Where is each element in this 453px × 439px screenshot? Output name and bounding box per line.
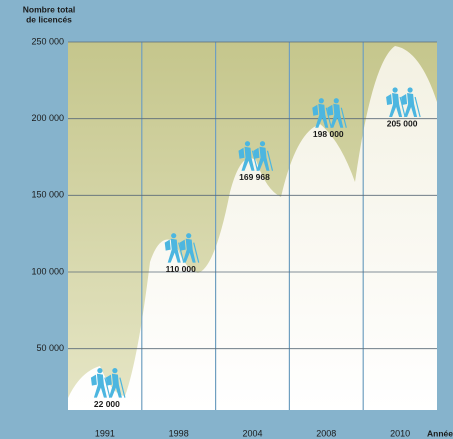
hiker-head bbox=[112, 368, 118, 374]
hiker-body bbox=[108, 373, 122, 398]
hiker-head bbox=[318, 98, 324, 104]
hiker-head bbox=[186, 233, 192, 239]
value-label: 169 968 bbox=[239, 172, 270, 182]
hiker-body bbox=[182, 238, 196, 263]
hiker-pack bbox=[386, 94, 393, 105]
y-tick-label: 100 000 bbox=[31, 266, 64, 276]
x-tick-label: 1998 bbox=[169, 428, 189, 438]
hiker-pack bbox=[327, 104, 334, 116]
hiker-pack bbox=[253, 147, 260, 159]
y-tick-label: 150 000 bbox=[31, 190, 64, 200]
hiker-stick bbox=[178, 242, 185, 263]
y-axis-title: Nombre total bbox=[23, 4, 75, 14]
hiker-stick bbox=[251, 150, 259, 171]
hiker-stick bbox=[340, 107, 347, 128]
hiker-body bbox=[256, 146, 270, 171]
hiker-stick bbox=[266, 150, 274, 171]
value-label: 22 000 bbox=[94, 399, 120, 409]
hiker-body bbox=[389, 93, 403, 117]
value-label: 110 000 bbox=[166, 264, 197, 274]
hiker-body bbox=[404, 93, 418, 117]
hiker-head bbox=[333, 98, 339, 104]
hiker-body bbox=[167, 238, 181, 263]
hiker-body bbox=[330, 103, 344, 128]
value-label: 205 000 bbox=[387, 118, 418, 128]
hiker-head bbox=[259, 141, 266, 147]
hiker-pair bbox=[164, 233, 200, 263]
hiker-pack bbox=[179, 239, 186, 251]
hiker-head bbox=[392, 87, 398, 93]
hiker-pack bbox=[105, 374, 112, 386]
hiker-pack bbox=[90, 374, 97, 386]
mountain bbox=[68, 46, 437, 410]
hiker-stick bbox=[399, 96, 406, 118]
hiker-stick bbox=[325, 107, 332, 128]
x-tick-label: 2004 bbox=[242, 428, 262, 438]
hiker-stick bbox=[119, 377, 126, 398]
x-tick-label: 2008 bbox=[316, 428, 336, 438]
hiker-pack bbox=[312, 104, 319, 116]
x-tick-label: 1991 bbox=[95, 428, 115, 438]
hiker-pack bbox=[164, 239, 171, 251]
hiker-body bbox=[315, 103, 329, 128]
hiker-head bbox=[97, 368, 103, 374]
hiker-stick bbox=[104, 377, 111, 398]
hiker-pair bbox=[312, 98, 347, 128]
hiker-pack bbox=[238, 147, 245, 159]
hiker-head bbox=[244, 141, 251, 147]
hiker-body bbox=[93, 373, 107, 398]
hiker-body bbox=[241, 146, 255, 171]
value-label: 198 000 bbox=[313, 129, 344, 139]
y-tick-label: 50 000 bbox=[36, 343, 64, 353]
y-tick-label: 250 000 bbox=[31, 36, 64, 46]
hiker-head bbox=[407, 87, 413, 93]
hiker-pair bbox=[238, 141, 274, 171]
y-axis-title: de licencés bbox=[26, 14, 72, 24]
hiker-pair bbox=[386, 87, 421, 118]
hiker-pack bbox=[401, 94, 408, 105]
y-tick-label: 200 000 bbox=[31, 113, 64, 123]
x-tick-label: 2010 bbox=[390, 428, 410, 438]
x-axis-title: Années bbox=[427, 428, 453, 438]
hiker-head bbox=[171, 233, 177, 239]
hiker-stick bbox=[193, 242, 200, 263]
hiker-pair bbox=[90, 368, 126, 398]
hiker-stick bbox=[414, 96, 421, 118]
